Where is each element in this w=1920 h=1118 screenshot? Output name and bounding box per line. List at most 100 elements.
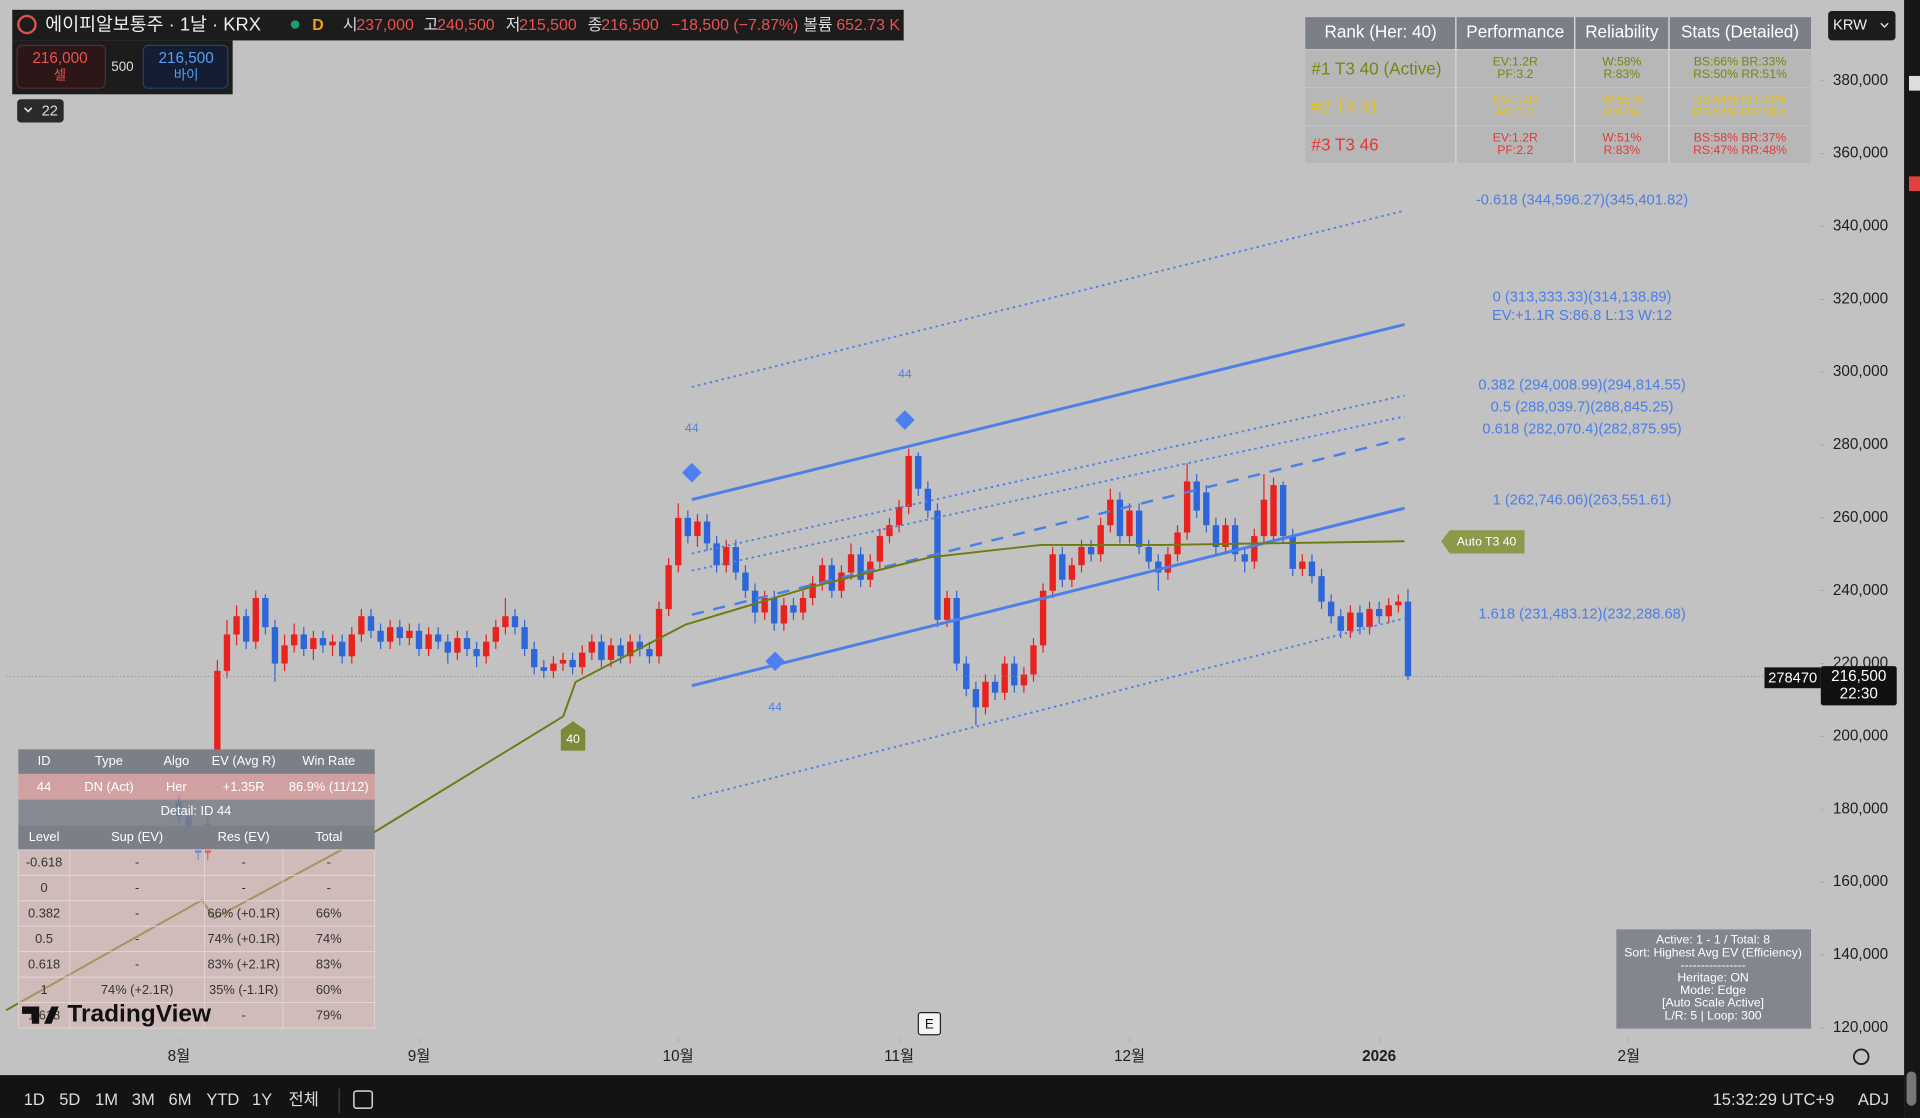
event-badge[interactable]: E (925, 1016, 934, 1031)
buy-button[interactable] (142, 44, 229, 89)
fib-label: 0.618 (282,070.4)(282,875.95) (1482, 422, 1681, 438)
candle-body (943, 597, 951, 620)
candle-body (1193, 481, 1200, 511)
level-row (18, 1002, 376, 1029)
candle-body (675, 517, 682, 566)
candle-body (1011, 663, 1018, 686)
price-change: −18,500 (−7.87%) (671, 17, 798, 34)
candle-body (972, 689, 980, 708)
y-tick-label: 240,000 (1833, 582, 1888, 599)
candle-body (511, 616, 519, 628)
sell-button[interactable] (16, 44, 106, 89)
info-line: Sort: Highest Avg EV (Efficiency) (1624, 945, 1802, 959)
range-button[interactable]: 6M (169, 1090, 192, 1109)
candle-body (895, 506, 903, 526)
channel-mid-dashed (691, 437, 1405, 616)
scroll-handle[interactable] (1906, 1071, 1917, 1106)
sell-price[interactable]: 216,000 (32, 50, 87, 67)
sell-label[interactable]: 셀 (54, 68, 66, 83)
currency-box[interactable] (1828, 11, 1896, 41)
pivot-id: 44 (898, 367, 912, 381)
level-header-cell: Sup (EV) (111, 829, 163, 844)
candle-body (579, 652, 586, 668)
calendar-icon[interactable] (353, 1090, 374, 1109)
info-line: [Auto Scale Active] (1662, 996, 1764, 1010)
fib-label: 1 (262,746.06)(263,551.61) (1493, 493, 1672, 509)
candle-body (463, 638, 471, 649)
ohlc-label: 저 (506, 16, 521, 34)
candle-body (290, 634, 298, 646)
detail-row (18, 773, 375, 800)
rank-header-cell: Performance (1466, 22, 1564, 42)
candle-body (502, 616, 509, 628)
adj-button[interactable]: ADJ (1858, 1090, 1889, 1109)
candle-body (1385, 605, 1392, 617)
crosshair-box (1764, 667, 1821, 689)
indicator-count[interactable]: 22 (42, 103, 58, 119)
clock: 15:32:29 UTC+9 (1713, 1090, 1835, 1109)
candle-body (838, 572, 845, 591)
candle-body (1212, 525, 1220, 548)
detail-cell: 86.9% (11/12) (289, 779, 369, 794)
info-line: Heritage: ON (1677, 970, 1748, 984)
fib-line (691, 617, 1405, 800)
range-button[interactable]: 5D (59, 1090, 80, 1109)
order-quantity[interactable]: 500 (111, 59, 133, 74)
candle-body (723, 547, 730, 566)
range-button[interactable]: 1D (24, 1090, 45, 1109)
channel-upper (691, 323, 1405, 502)
detail-header-cell: Algo (163, 753, 189, 768)
range-button[interactable]: YTD (206, 1090, 239, 1109)
auto-label-box (1441, 530, 1525, 554)
candle-body (617, 645, 624, 657)
candle-body (1231, 525, 1239, 555)
level-row (18, 874, 376, 902)
rank-row (1305, 50, 1812, 87)
candle-body (607, 645, 615, 660)
info-line: L/R: 5 | Loop: 300 (1665, 1008, 1762, 1022)
candle-body (1222, 525, 1229, 548)
volume-label: 볼륨 (803, 16, 832, 34)
ohlc-value: 240,500 (437, 17, 495, 34)
auto-label: Auto T3 40 (1457, 535, 1517, 549)
ohlc-value: 237,000 (356, 17, 414, 34)
level-row (18, 849, 376, 876)
level-cell: - (135, 906, 139, 921)
fib-line (691, 415, 1405, 572)
detail-header-cell: Win Rate (302, 753, 355, 768)
candle-body (1030, 645, 1037, 675)
candle-body (1270, 485, 1277, 537)
candle-body (694, 521, 701, 537)
detail-cell: 44 (37, 779, 51, 794)
range-button[interactable]: 전체 (288, 1090, 318, 1109)
rank-stat: RS:54% RR:50% (1693, 105, 1787, 119)
candle-body (1087, 547, 1095, 555)
buy-label[interactable]: 바이 (174, 68, 199, 83)
candle-body (387, 627, 394, 642)
level-cell: - (135, 855, 139, 870)
currency[interactable]: KRW (1833, 18, 1867, 34)
range-button[interactable]: 3M (132, 1090, 155, 1109)
indicator-toggle[interactable] (17, 99, 64, 123)
detail-header-cell: EV (Avg R) (212, 753, 276, 768)
candle-body (444, 641, 451, 653)
settings-icon[interactable] (1852, 1048, 1870, 1066)
event-badge-box[interactable] (917, 1012, 942, 1036)
fib-label: 0.5 (288,039.7)(288,845.25) (1491, 400, 1674, 416)
candle-body (819, 565, 826, 584)
candle-body (876, 536, 884, 562)
x-tick-label: 12월 (1114, 1048, 1145, 1065)
rank-header (1305, 17, 1812, 49)
candle-body (1279, 485, 1287, 537)
candle-body (1164, 554, 1172, 573)
buy-price[interactable]: 216,500 (158, 50, 213, 67)
range-button[interactable]: 1M (95, 1090, 118, 1109)
fib-label: 1.618 (231,483.12)(232,288.68) (1478, 607, 1685, 623)
candle-body (1327, 601, 1335, 617)
level-cell: 66% (316, 906, 342, 921)
rank-stat: BS:66% BR:33% (1694, 55, 1787, 69)
candle-body (358, 616, 365, 635)
level-header-cell: Level (29, 829, 60, 844)
range-button[interactable]: 1Y (252, 1090, 272, 1109)
level-cell: 74% (+2.1R) (101, 982, 173, 997)
